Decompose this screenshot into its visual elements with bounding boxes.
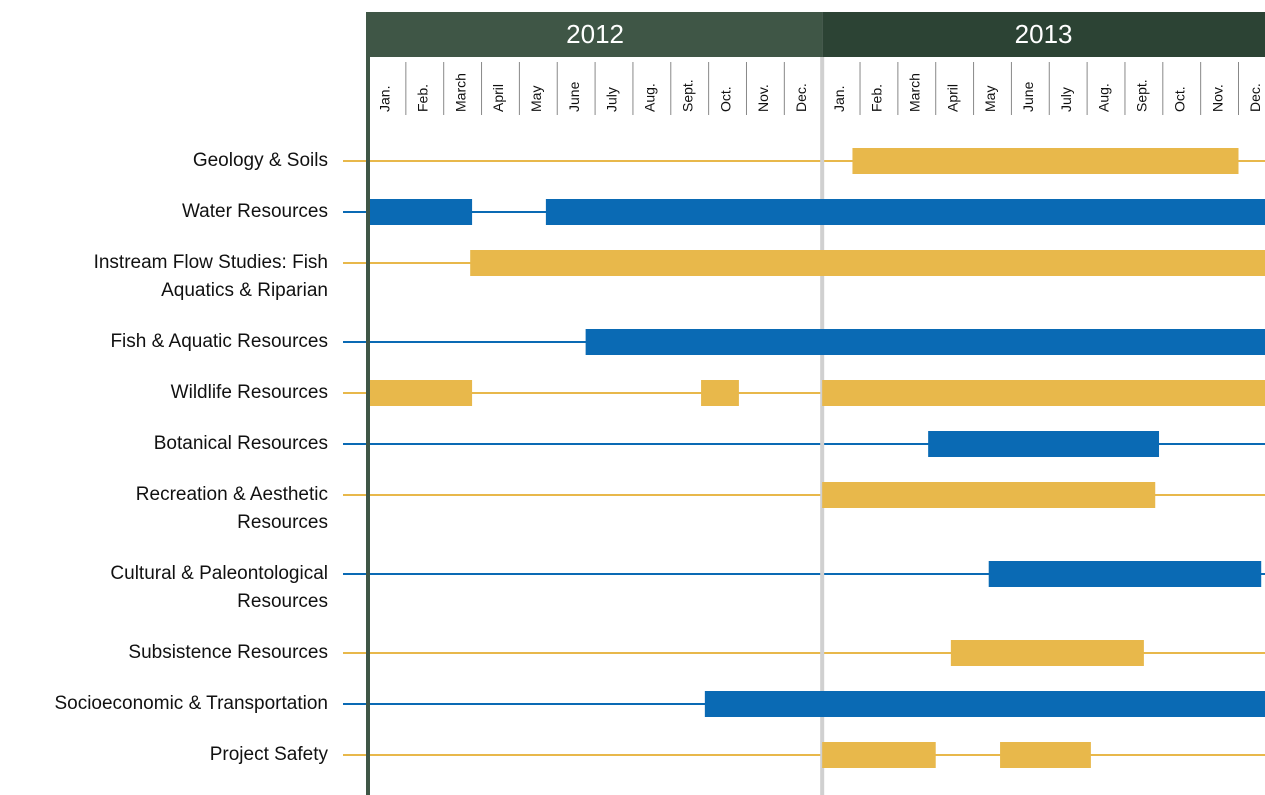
task-label: Botanical Resources — [154, 433, 328, 454]
year-label: 2013 — [1015, 19, 1073, 49]
year-header — [822, 12, 1265, 57]
task-label: Subsistence Resources — [128, 642, 328, 663]
task-label: Fish & Aquatic Resources — [110, 331, 328, 352]
month-label: Dec. — [793, 83, 809, 112]
month-label: June — [1020, 81, 1036, 112]
task-bar — [988, 561, 1262, 587]
task-label: Wildlife Resources — [171, 382, 328, 403]
task-bar — [822, 742, 936, 768]
task-label: Geology & Soils — [193, 150, 328, 171]
task-label: Aquatics & Riparian — [161, 280, 328, 301]
month-label: July — [604, 87, 620, 112]
month-label: Feb. — [414, 84, 430, 112]
month-label: June — [566, 81, 582, 112]
month-label: Oct. — [1171, 86, 1187, 112]
month-label: Aug. — [642, 83, 658, 112]
month-label: Jan. — [377, 86, 393, 112]
month-label: May — [528, 86, 544, 112]
year-header — [368, 12, 823, 57]
task-bar — [368, 199, 473, 225]
task-bar — [950, 640, 1144, 666]
month-label: Sept. — [679, 79, 695, 112]
task-bar — [704, 691, 1265, 717]
year-label: 2012 — [566, 19, 624, 49]
month-label: May — [982, 86, 998, 112]
month-label: March — [907, 73, 923, 112]
month-label: Nov. — [755, 84, 771, 112]
task-bar — [470, 250, 1265, 276]
task-label: Resources — [237, 591, 328, 612]
month-label: Nov. — [1209, 84, 1225, 112]
month-label: March — [452, 73, 468, 112]
task-bar — [545, 199, 1265, 225]
task-label: Resources — [237, 512, 328, 533]
task-bar — [822, 380, 1265, 406]
month-label: Aug. — [1096, 83, 1112, 112]
task-bar — [701, 380, 739, 406]
task-bar — [852, 148, 1239, 174]
task-label: Cultural & Paleontological — [110, 563, 328, 584]
month-label: April — [490, 84, 506, 112]
month-label: Oct. — [717, 86, 733, 112]
month-label: April — [944, 84, 960, 112]
task-bar — [368, 380, 473, 406]
task-bar — [585, 329, 1265, 355]
task-label: Project Safety — [210, 744, 329, 765]
task-label: Socioeconomic & Transportation — [54, 693, 328, 714]
task-bar — [928, 431, 1160, 457]
task-bar — [1000, 742, 1091, 768]
task-bar — [822, 482, 1156, 508]
month-label: July — [1058, 87, 1074, 112]
task-label: Recreation & Aesthetic — [136, 484, 328, 505]
task-label: Instream Flow Studies: Fish — [94, 252, 328, 273]
month-label: Dec. — [1247, 83, 1263, 112]
month-label: Sept. — [1134, 79, 1150, 112]
month-label: Feb. — [869, 84, 885, 112]
month-label: Jan. — [831, 86, 847, 112]
task-label: Water Resources — [182, 201, 328, 222]
